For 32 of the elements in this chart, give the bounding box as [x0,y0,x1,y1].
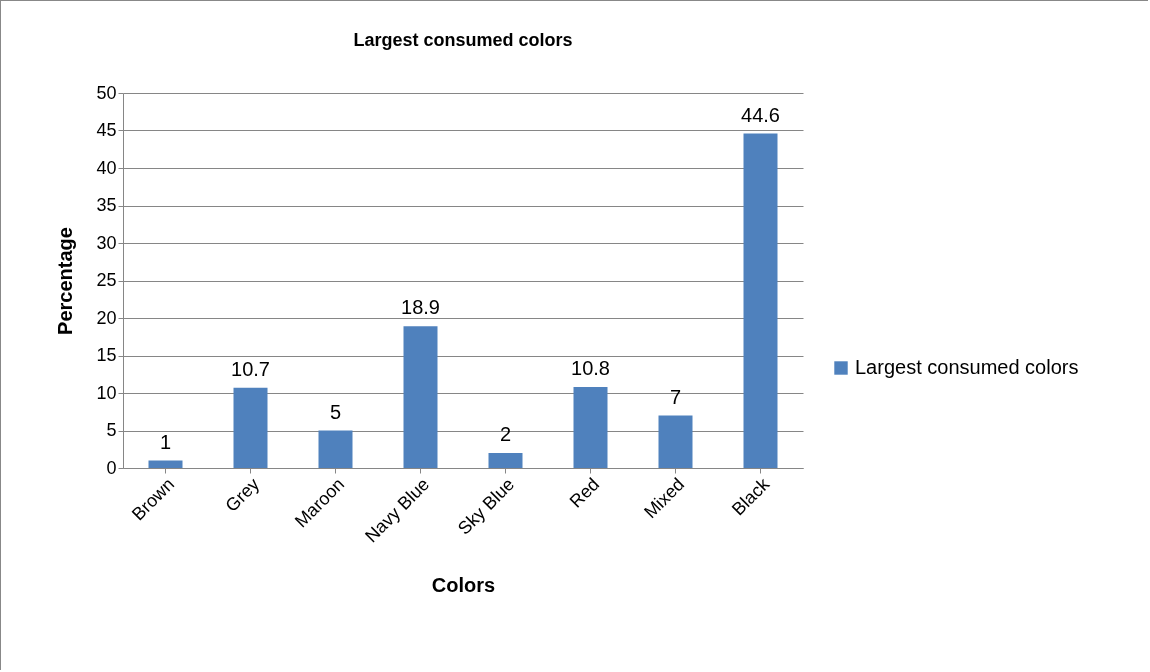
bar [233,387,268,468]
bar [743,133,778,468]
bar [148,460,183,468]
bar [488,453,523,468]
data-label: 44.6 [741,103,780,126]
y-axis-title: Percentage [54,227,77,335]
y-tick-label: 15 [96,345,117,365]
y-tick-label: 50 [96,82,117,103]
y-tick-label: 45 [96,120,117,140]
bar [573,387,608,468]
y-tick-label: 10 [96,382,117,403]
y-tick-label: 5 [106,420,117,440]
data-label: 7 [669,385,682,408]
y-tick-label: 25 [96,270,117,290]
y-tick-label: 30 [96,232,117,253]
data-label: 5 [329,400,342,423]
bar [318,430,353,468]
legend-label: Largest consumed colors [855,356,1079,378]
bar [658,415,693,468]
chart-title: Largest consumed colors [353,30,573,50]
y-tick-label: 20 [96,307,117,328]
x-axis-title: Colors [431,574,496,597]
data-label: 1 [159,430,172,453]
y-tick-label: 35 [96,195,117,215]
x-tick-label: Sky Blue [453,474,519,539]
data-label: 10.7 [231,357,270,380]
y-tick-label: 40 [96,157,117,178]
data-label: 10.8 [571,357,610,379]
data-label: 18.9 [401,296,440,319]
bar [403,326,438,468]
y-tick-label: 0 [106,457,117,478]
data-label: 2 [499,423,512,445]
